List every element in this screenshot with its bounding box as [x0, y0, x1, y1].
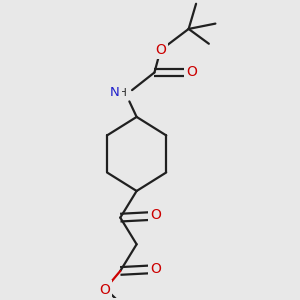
Text: O: O — [186, 65, 197, 79]
Text: O: O — [151, 208, 161, 222]
Text: O: O — [99, 283, 110, 297]
Text: O: O — [155, 43, 166, 57]
Text: H: H — [119, 88, 127, 98]
Text: O: O — [151, 262, 161, 276]
Text: N: N — [110, 86, 120, 99]
